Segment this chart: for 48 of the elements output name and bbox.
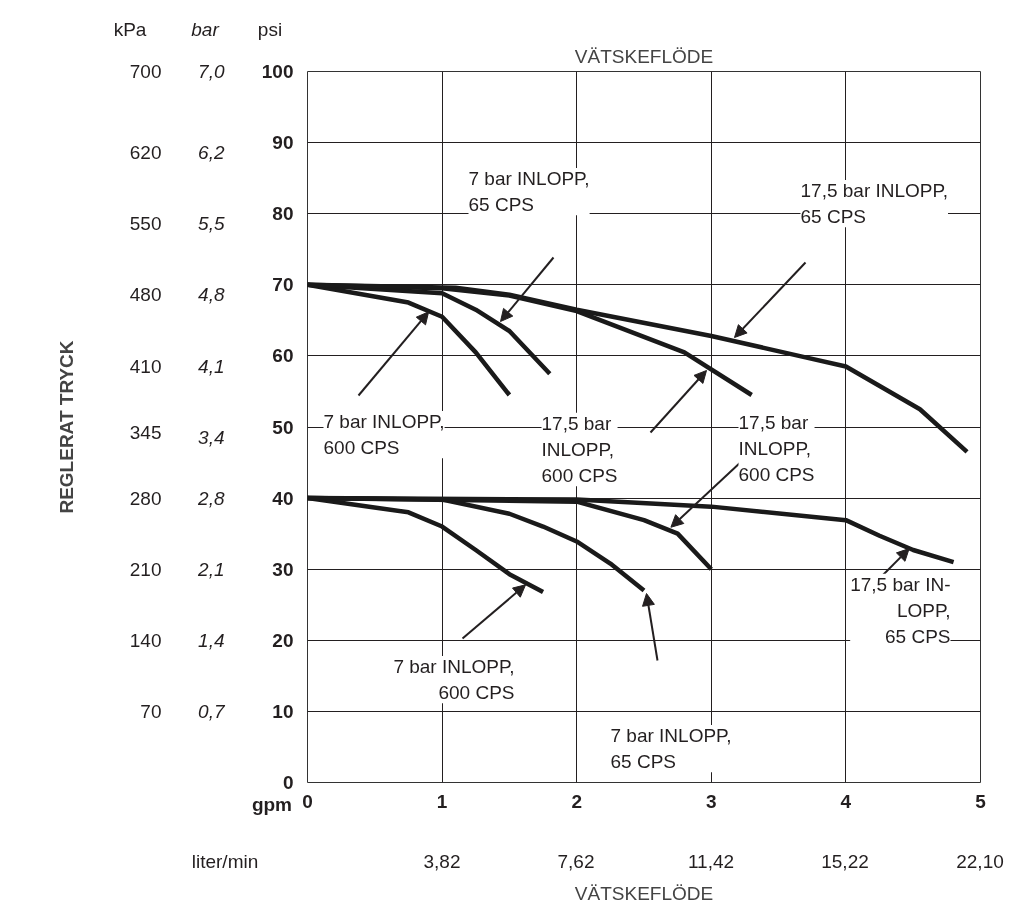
y3-tick-label: 550: [129, 213, 162, 235]
y2-tick-label: 2,1: [197, 558, 225, 580]
y2-tick-label: 4,1: [198, 355, 225, 377]
y3-tick-label: 140: [129, 629, 162, 651]
annotation: 7 bar INLOPP, 65 CPS: [610, 724, 732, 773]
y2-tick-label: 3,4: [198, 426, 225, 448]
y3-tick-label: 480: [129, 284, 162, 306]
y-tick-label: 50: [272, 416, 294, 438]
y-tick-label: 90: [272, 132, 294, 154]
annotation: 7 bar INLOPP, 600 CPS: [393, 655, 515, 704]
y3-tick-label: 700: [129, 61, 162, 82]
y2-tick-label: 1,4: [198, 629, 225, 651]
y-tick-label: 10: [272, 700, 294, 722]
y-tick-label: 70: [272, 274, 294, 296]
annotation: 17,5 bar INLOPP, 600 CPS: [541, 412, 618, 487]
y2-tick-label: 2,8: [197, 487, 225, 509]
annotation: 17,5 bar INLOPP, 600 CPS: [738, 411, 815, 486]
x-tick-label: 5: [975, 790, 987, 812]
y3-tick-label: 345: [129, 421, 162, 443]
y2-tick-label: 0,7: [198, 700, 226, 722]
annotation: 17,5 bar IN- LOPP, 65 CPS: [850, 573, 951, 648]
x-axis-title: VÄTSKEFLÖDE: [574, 882, 714, 904]
chart-title: VÄTSKEFLÖDE: [574, 45, 714, 67]
y3-tick-label: 620: [129, 142, 162, 164]
y2-tick-label: 4,8: [198, 284, 225, 306]
y3-tick-label: 210: [129, 558, 162, 580]
x-tick-label: 0: [302, 790, 313, 812]
annotation: 17,5 bar INLOPP, 65 CPS: [800, 179, 949, 228]
y-tick-label: 0: [282, 772, 294, 793]
y-tick-label: 20: [272, 629, 294, 651]
x-tick-label: 2: [571, 790, 582, 812]
y3-tick-label: 280: [129, 487, 162, 509]
annotation: 7 bar INLOPP, 65 CPS: [468, 167, 590, 216]
x-tick-label: 1: [436, 790, 448, 812]
y3-tick-label: 70: [140, 700, 162, 722]
y3-tick-label: 410: [129, 355, 162, 377]
annotation: 7 bar INLOPP, 600 CPS: [323, 410, 445, 459]
y2-tick-label: 5,5: [198, 213, 225, 235]
y-tick-label: 60: [272, 345, 294, 367]
x-tick-label: 4: [840, 790, 852, 812]
x-tick-label: 3: [706, 790, 717, 812]
y2-tick-label: 6,2: [198, 142, 225, 164]
y-tick-label: 80: [272, 203, 294, 225]
y-tick-label: 40: [272, 487, 294, 509]
y3-axis-title: REGLERAT TRYCK: [55, 340, 77, 514]
y-tick-label: 30: [272, 558, 294, 580]
y-tick-label: 100: [261, 61, 294, 82]
y2-tick-label: 7,0: [198, 61, 225, 82]
